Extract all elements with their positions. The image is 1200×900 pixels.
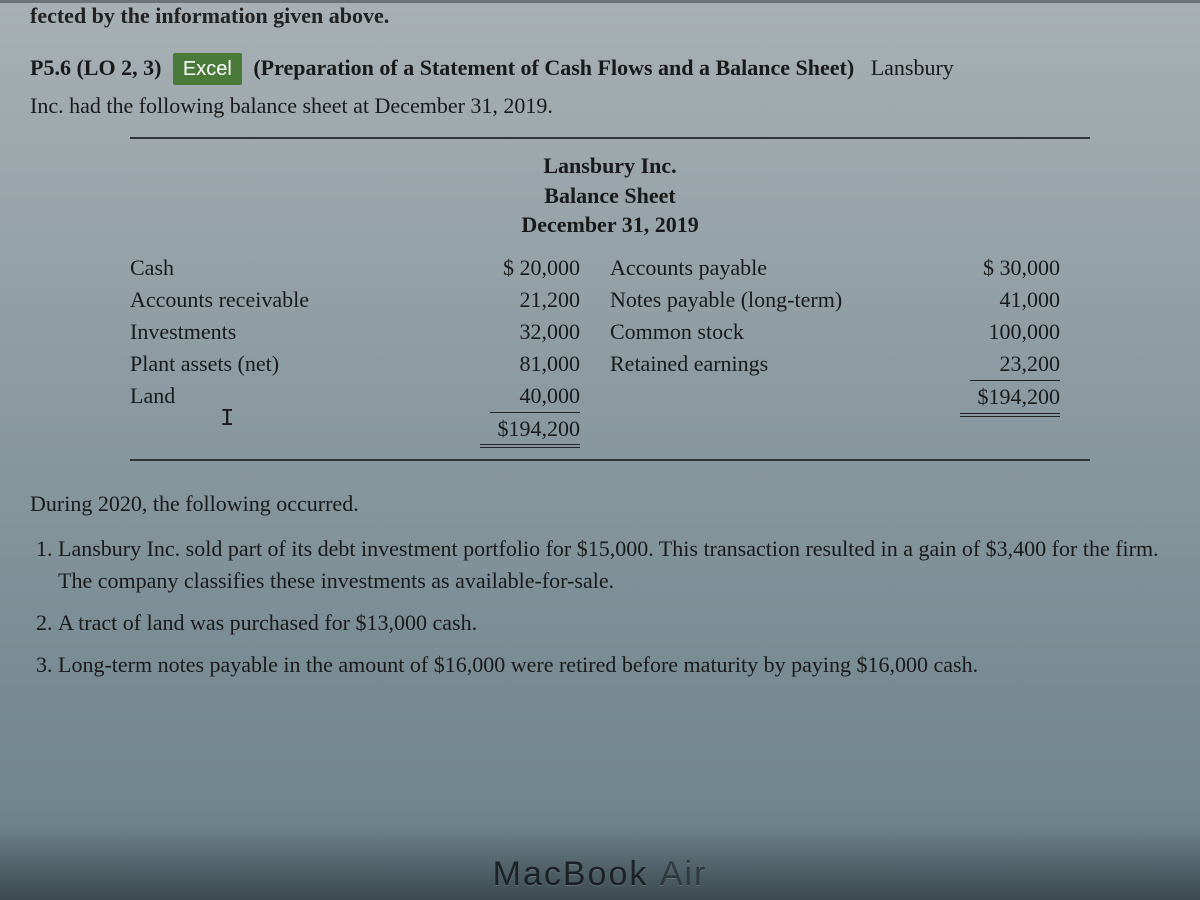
problem-title: (Preparation of a Statement of Cash Flow… xyxy=(253,55,854,80)
liab-label: Common stock xyxy=(610,316,930,348)
device-brand-label: MacBook Air xyxy=(493,855,708,894)
balance-sheet: Lansbury Inc. Balance Sheet December 31,… xyxy=(130,137,1090,461)
textbook-page: fected by the information given above. P… xyxy=(0,3,1200,711)
events-list: Lansbury Inc. sold part of its debt inve… xyxy=(30,533,1170,681)
asset-value: 21,200 xyxy=(450,284,580,316)
liab-label: Retained earnings xyxy=(610,348,930,380)
asset-value: $ 20,000 xyxy=(450,252,580,284)
learning-objective: (LO 2, 3) xyxy=(76,55,161,80)
liab-value: $ 30,000 xyxy=(930,252,1060,284)
event-item: A tract of land was purchased for $13,00… xyxy=(58,607,1170,639)
liab-label: Accounts payable xyxy=(610,252,930,284)
asset-value: 40,000 xyxy=(490,380,580,413)
asset-value: 81,000 xyxy=(450,348,580,380)
assets-column: Cash Accounts receivable Investments Pla… xyxy=(130,252,610,445)
liab-value: 41,000 xyxy=(930,284,1060,316)
bs-date: December 31, 2019 xyxy=(130,210,1090,240)
bs-company: Lansbury Inc. xyxy=(130,151,1090,181)
problem-heading: P5.6 (LO 2, 3) Excel (Preparation of a S… xyxy=(30,53,1170,85)
previous-line-fragment: fected by the information given above. xyxy=(30,3,1170,29)
liab-value: 23,200 xyxy=(970,348,1060,381)
problem-number: P5.6 xyxy=(30,55,71,80)
during-intro: During 2020, the following occurred. xyxy=(30,491,1170,517)
asset-label: Plant assets (net) xyxy=(130,348,450,380)
liab-value: 100,000 xyxy=(930,316,1060,348)
asset-value: 32,000 xyxy=(450,316,580,348)
liabilities-equity-column: Accounts payable Notes payable (long-ter… xyxy=(610,252,1090,445)
bs-title: Balance Sheet xyxy=(130,181,1090,211)
balance-sheet-body: Cash Accounts receivable Investments Pla… xyxy=(130,252,1090,445)
excel-badge: Excel xyxy=(173,53,242,85)
asset-label: Investments xyxy=(130,316,450,348)
company-name: Lansbury xyxy=(871,55,954,80)
liab-equity-total: $194,200 xyxy=(960,381,1060,414)
problem-intro: Inc. had the following balance sheet at … xyxy=(30,93,1170,119)
asset-label: Cash xyxy=(130,252,450,284)
event-item: Lansbury Inc. sold part of its debt inve… xyxy=(58,533,1170,597)
liab-label: Notes payable (long-term) xyxy=(610,284,930,316)
laptop-bezel: MacBook Air xyxy=(0,824,1200,900)
asset-label: Accounts receivable xyxy=(130,284,450,316)
text-cursor-icon: I xyxy=(220,406,450,433)
balance-sheet-header: Lansbury Inc. Balance Sheet December 31,… xyxy=(130,151,1090,240)
model-text: Air xyxy=(660,855,708,893)
brand-text: MacBook xyxy=(493,855,649,893)
event-item: Long-term notes payable in the amount of… xyxy=(58,649,1170,681)
assets-total: $194,200 xyxy=(480,413,580,446)
